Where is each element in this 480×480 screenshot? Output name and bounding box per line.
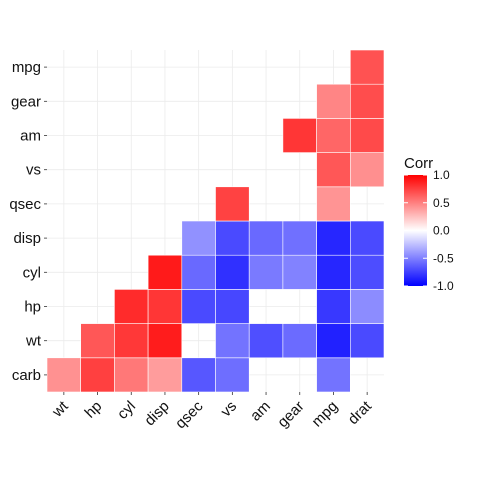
legend-tick-label: -1.0 [433, 279, 454, 293]
y-tick-label-mpg: mpg [12, 59, 41, 76]
y-tick-label-disp: disp [13, 230, 41, 247]
heatmap-cell-disp-mpg [316, 220, 351, 256]
heatmap-cell-wt-am [248, 323, 284, 359]
heatmap-cell-vs-mpg [316, 152, 351, 188]
x-tick-label-vs: vs [218, 398, 241, 421]
heatmap-cell-hp-disp [147, 289, 183, 324]
x-tick-label-drat: drat [345, 397, 376, 428]
legend-title: Corr [404, 155, 433, 172]
heatmap-cells [46, 49, 385, 393]
legend-tick-label: -0.5 [433, 251, 454, 265]
legend-tick-label: 0.5 [433, 196, 450, 210]
legend-colorbar [404, 175, 427, 286]
heatmap-cell-am-drat [349, 118, 385, 153]
y-tick-label-wt: wt [25, 333, 42, 350]
heatmap-cell-wt-drat [349, 323, 385, 359]
heatmap-cell-cyl-mpg [316, 254, 351, 290]
heatmap-cell-hp-cyl [114, 289, 149, 324]
x-tick-label-mpg: mpg [309, 398, 342, 431]
x-tick-label-disp: disp [141, 398, 172, 429]
heatmap-cell-hp-drat [349, 289, 385, 324]
x-tick-label-qsec: qsec [172, 397, 207, 432]
heatmap-cell-cyl-gear [282, 254, 317, 290]
legend-ticks: 1.0 0.5 0.0 -0.5 -1.0 [404, 168, 454, 293]
y-tick-label-am: am [20, 128, 41, 145]
heatmap-cell-qsec-mpg [316, 186, 351, 222]
x-tick-label-hp: hp [82, 398, 106, 422]
heatmap-cell-vs-drat [349, 152, 385, 188]
heatmap-cell-disp-vs [215, 220, 250, 256]
legend: Corr 1.0 0.5 0.0 -0.5 -1.0 [404, 155, 454, 293]
x-tick-label-gear: gear [274, 398, 307, 431]
heatmap-cell-wt-vs [215, 323, 250, 359]
y-tick-label-vs: vs [26, 162, 41, 179]
heatmap-cell-gear-mpg [316, 83, 351, 119]
heatmap-cell-hp-qsec [181, 289, 216, 324]
y-tick-label-carb: carb [12, 367, 41, 384]
heatmap-cell-carb-vs [215, 357, 250, 393]
heatmap-cell-gear-drat [349, 83, 385, 119]
heatmap-cell-hp-vs [215, 289, 250, 324]
heatmap-cell-disp-gear [282, 220, 317, 256]
heatmap-cell-wt-mpg [316, 323, 351, 359]
heatmap-cell-disp-am [248, 220, 284, 256]
heatmap-cell-am-mpg [316, 118, 351, 153]
y-tick-label-hp: hp [24, 299, 41, 316]
x-tick-label-cyl: cyl [114, 398, 139, 423]
heatmap-cell-carb-mpg [316, 357, 351, 393]
heatmap-cell-hp-mpg [316, 289, 351, 324]
legend-tick-label: 0.0 [433, 224, 450, 238]
heatmap-cell-carb-hp [80, 357, 115, 393]
x-axis-ticks: wt hp cyl disp qsec vs am gear mpg drat [48, 392, 376, 432]
x-tick-label-am: am [247, 398, 274, 425]
heatmap-cell-am-gear [282, 118, 317, 153]
heatmap-cell-cyl-drat [349, 254, 385, 290]
heatmap-cell-wt-gear [282, 323, 317, 359]
heatmap-cell-cyl-vs [215, 254, 250, 290]
heatmap-cell-carb-qsec [181, 357, 216, 393]
heatmap-cell-cyl-qsec [181, 254, 216, 290]
heatmap-cell-qsec-vs [215, 186, 250, 222]
y-tick-label-cyl: cyl [23, 264, 41, 281]
legend-tick-label: 1.0 [433, 168, 450, 182]
heatmap-cell-carb-cyl [114, 357, 149, 393]
heatmap-cell-cyl-disp [147, 254, 183, 290]
y-tick-label-gear: gear [11, 93, 41, 110]
heatmap-cell-disp-qsec [181, 220, 216, 256]
y-axis-ticks: carb wt hp cyl disp qsec vs am gear mpg [9, 59, 47, 384]
heatmap-cell-wt-hp [80, 323, 115, 359]
heatmap-cell-wt-cyl [114, 323, 149, 359]
heatmap-cell-disp-drat [349, 220, 385, 256]
heatmap-cell-mpg-drat [349, 49, 385, 85]
heatmap-cell-carb-wt [46, 357, 82, 393]
heatmap-cell-wt-disp [147, 323, 183, 359]
x-tick-label-wt: wt [48, 397, 72, 421]
heatmap-cell-cyl-am [248, 254, 284, 290]
heatmap-cell-carb-disp [147, 357, 183, 393]
y-tick-label-qsec: qsec [9, 196, 41, 213]
